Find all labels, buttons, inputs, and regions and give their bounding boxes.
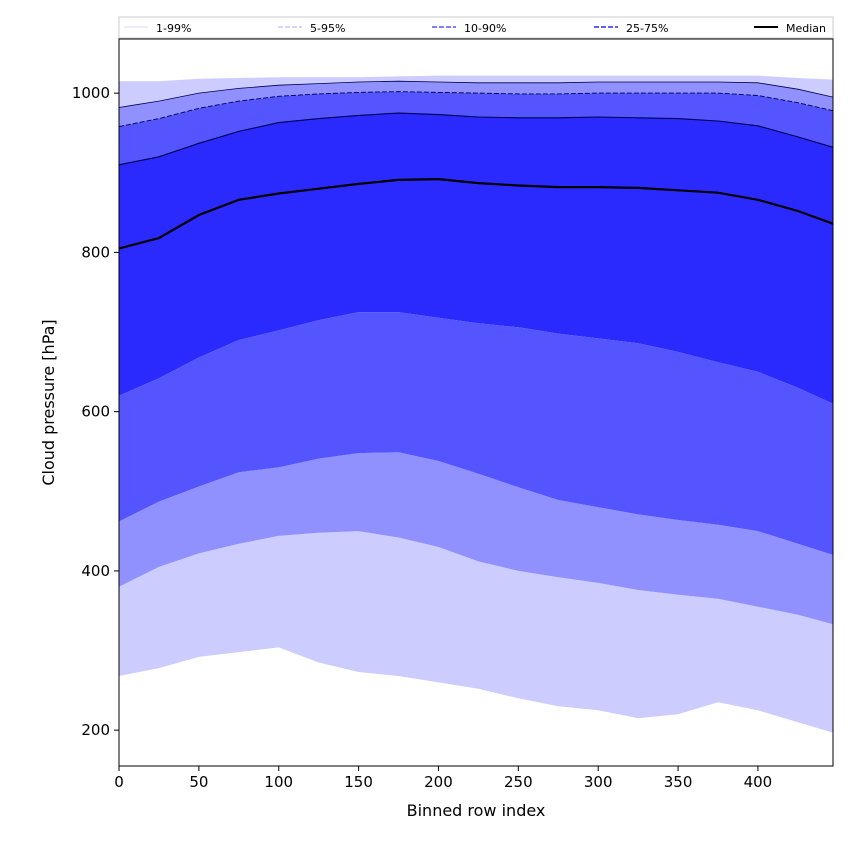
x-axis: 0 50 100 150 200 250 300 350 400	[114, 766, 772, 791]
band-1-99-lower	[119, 531, 833, 733]
x-tick-label: 0	[114, 773, 124, 791]
percentile-lines	[118, 80, 834, 250]
legend-label: 10-90%	[464, 22, 506, 35]
percentile-bands	[119, 75, 833, 733]
plot-frame	[118, 38, 834, 767]
line-upper-25	[118, 112, 834, 166]
legend-label: 5-95%	[310, 22, 345, 35]
y-tick-label: 400	[81, 562, 110, 580]
x-tick-label: 400	[744, 773, 773, 791]
x-tick-label: 350	[664, 773, 693, 791]
line-upper-10	[118, 91, 834, 128]
x-axis-label: Binned row index	[407, 801, 546, 820]
band-10-90-upper	[119, 91, 833, 165]
x-tick-label: 250	[504, 773, 533, 791]
x-tick-label: 100	[264, 773, 293, 791]
legend-label: 25-75%	[626, 22, 668, 35]
median-line	[118, 177, 834, 250]
y-tick-label: 200	[81, 721, 110, 739]
band-5-95-lower	[119, 452, 833, 625]
x-tick-label: 300	[584, 773, 613, 791]
y-tick-label: 600	[81, 403, 110, 421]
y-axis-label: Cloud pressure [hPa]	[39, 319, 58, 485]
legend-label: 1-99%	[156, 22, 191, 35]
band-10-90-lower	[119, 312, 833, 555]
band-1-99-upper	[119, 75, 833, 108]
line-upper-5	[118, 80, 834, 108]
x-tick-label: 150	[344, 773, 373, 791]
legend-label: Median	[786, 22, 826, 35]
legend-box	[118, 16, 834, 39]
band-5-95-upper	[119, 81, 833, 127]
band-25-75	[119, 113, 833, 404]
legend: 1-99% 5-95% 10-90% 25-75% Median	[118, 16, 834, 39]
x-tick-label: 200	[424, 773, 453, 791]
y-tick-label: 800	[81, 243, 110, 261]
y-tick-label: 1000	[72, 84, 110, 102]
y-axis: 200 400 600 800 1000	[72, 84, 119, 739]
x-tick-label: 50	[189, 773, 208, 791]
